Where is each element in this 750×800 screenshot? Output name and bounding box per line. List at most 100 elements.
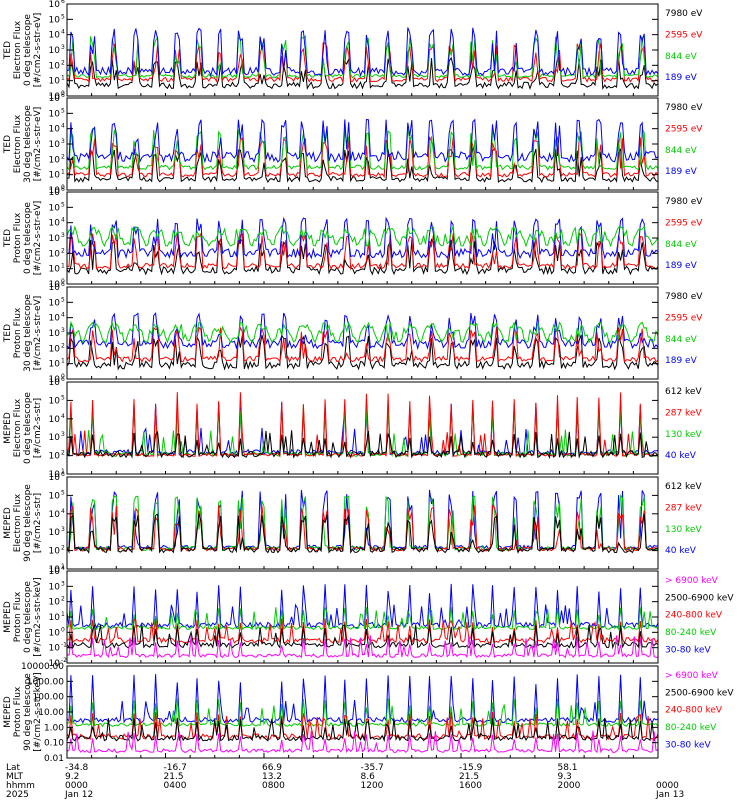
legend-entry: 844 eV xyxy=(665,52,698,62)
y-tick-exponent: 2 xyxy=(61,596,65,603)
x-tick-label: 58.1 xyxy=(557,763,577,773)
y-tick-exponent: 4 xyxy=(61,508,65,515)
y-tick-exponent: 4 xyxy=(61,29,65,36)
y-axis-label-line: [#/cm2-s-str-eV] xyxy=(33,201,43,276)
y-axis-label-line: 0 deg telescope xyxy=(23,581,33,653)
y-tick-exponent: 1 xyxy=(61,75,65,82)
x-tick-label: -34.8 xyxy=(65,763,89,773)
legend-entry: 40 keV xyxy=(665,451,697,461)
y-axis-label-line: Electron Flux xyxy=(13,20,23,79)
series-line-4-3 xyxy=(67,312,658,351)
y-tick-exponent: 0 xyxy=(61,90,65,97)
y-axis-label-line: 30 deg telescope xyxy=(23,105,33,183)
y-tick-label: 10 xyxy=(49,598,61,608)
y-tick-label: 10 xyxy=(49,155,61,165)
legend-entry: 189 eV xyxy=(665,167,698,177)
y-axis-label-line: [#/cm2-s-str-eV] xyxy=(33,107,43,182)
y-tick-label: 10 xyxy=(49,452,61,462)
y-tick-exponent: 1 xyxy=(61,169,65,176)
legend-entry: > 6900 keV xyxy=(665,671,719,681)
legend-entry: 189 eV xyxy=(665,73,698,83)
y-tick-exponent: 2 xyxy=(61,59,65,66)
y-tick-label: 10 xyxy=(49,396,61,406)
legend-entry: 844 eV xyxy=(665,335,698,345)
y-tick-label: 10 xyxy=(49,283,61,293)
y-axis-label: MEPED Electron Flux 0 deg telescope [#/cm2-… xyxy=(3,392,43,464)
legend-entry: 7980 eV xyxy=(665,9,703,19)
y-axis-label-line: MEPED xyxy=(3,412,13,444)
y-tick-label: 10 xyxy=(49,61,61,71)
y-axis-label-line: MEPED xyxy=(3,696,13,728)
x-tick-label: 66.9 xyxy=(262,763,282,773)
legend-entry: 612 keV xyxy=(665,482,702,492)
series-line-5-3 xyxy=(67,392,658,458)
y-tick-label: 10 xyxy=(49,473,61,483)
y-tick-exponent: 3 xyxy=(61,138,65,145)
x-tick-label: 21.5 xyxy=(164,772,184,782)
y-tick-label: 10.00 xyxy=(38,708,64,718)
y-tick-exponent: 0 xyxy=(61,184,65,191)
legend-entry: 844 eV xyxy=(665,240,698,250)
y-tick-exponent: 4 xyxy=(61,217,65,224)
x-tick-label: -35.7 xyxy=(361,763,384,773)
y-axis-label: TED Proton Flux 30 deg telescope [#/cm2-s-s… xyxy=(3,294,43,372)
y-tick-label: 100.00 xyxy=(33,693,65,703)
y-tick-label: 10 xyxy=(49,109,61,119)
legend-entry: 80-240 keV xyxy=(665,723,717,733)
y-axis-label: MEPED Proton Flux 90 deg telescope [#/cm2-s… xyxy=(3,672,43,751)
y-tick-exponent: 6 xyxy=(61,281,65,288)
y-axis-label-line: Electron Flux xyxy=(13,493,23,552)
x-tick-label: Jan 13 xyxy=(655,790,684,800)
y-tick-exponent: 5 xyxy=(61,489,65,496)
legend-entry: 287 keV xyxy=(665,408,702,418)
y-tick-exponent: -2 xyxy=(61,657,67,664)
y-axis-label-line: Electron Flux xyxy=(13,398,23,457)
legend-entry: 7980 eV xyxy=(665,103,703,113)
y-tick-exponent: 6 xyxy=(61,471,65,478)
y-tick-label: 10 xyxy=(49,470,61,480)
y-tick-label: 10 xyxy=(49,94,61,104)
legend-entry: 2595 eV xyxy=(665,124,703,134)
y-tick-label: 10 xyxy=(49,249,61,259)
series-line-5-4 xyxy=(67,430,658,459)
series-line-1-4 xyxy=(67,27,658,78)
series-line-7-3 xyxy=(67,618,658,645)
x-row-label: 2025 xyxy=(6,790,29,800)
y-tick-exponent: 6 xyxy=(61,376,65,383)
y-axis-label-line: TED xyxy=(3,135,13,154)
y-axis-label-line: TED xyxy=(3,324,13,343)
y-tick-exponent: 0 xyxy=(61,278,65,285)
series-line-8-2 xyxy=(67,698,658,729)
y-tick-exponent: 2 xyxy=(61,247,65,254)
series-line-8-5 xyxy=(67,730,658,754)
y-tick-label: 10 xyxy=(49,433,61,443)
y-tick-label: 10 xyxy=(49,613,61,623)
series-line-7-2 xyxy=(67,607,658,631)
legend-entry: 130 keV xyxy=(665,525,702,535)
y-tick-label: 10 xyxy=(49,219,61,229)
legend-entry: 189 eV xyxy=(665,261,698,271)
legend-entry: 80-240 keV xyxy=(665,628,717,638)
series-line-6-2 xyxy=(67,494,658,553)
y-axis-label-line: Electron Flux xyxy=(13,114,23,173)
y-axis-label-line: 0 deg telescope xyxy=(23,202,33,274)
legend-entry: 2500-6900 keV xyxy=(665,593,734,603)
y-tick-label: 10000.00 xyxy=(21,662,64,672)
series-line-8-4 xyxy=(67,716,658,743)
y-axis-label: MEPED Electron Flux 90 deg telescope [#/cm2… xyxy=(3,484,43,562)
x-tick-label: 2000 xyxy=(557,781,580,791)
x-tick-label: 1600 xyxy=(459,781,482,791)
y-tick-label: 10 xyxy=(49,77,61,87)
y-tick-exponent: 2 xyxy=(61,545,65,552)
legend-entry: 2595 eV xyxy=(665,218,703,228)
series-line-1-2 xyxy=(67,41,658,84)
x-tick-label: Jan 12 xyxy=(64,790,93,800)
y-axis-label: MEPED Proton Flux 0 deg telescope [#/cm2-s-… xyxy=(3,577,43,656)
x-tick-label: 9.2 xyxy=(65,772,79,782)
y-tick-label: 10 xyxy=(49,188,61,198)
y-tick-label: 1.00 xyxy=(44,723,64,733)
y-tick-exponent: 3 xyxy=(61,232,65,239)
